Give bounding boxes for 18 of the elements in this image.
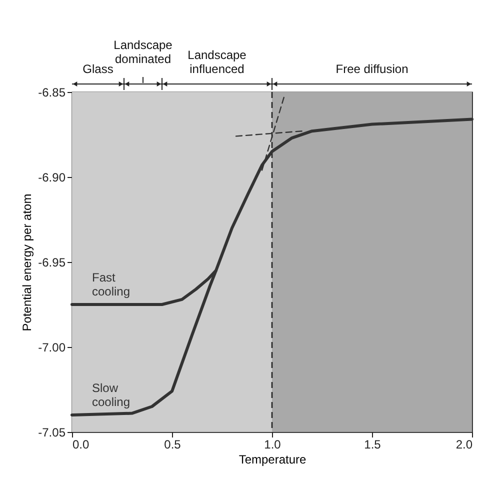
band-label: Landscape dominated [114,38,173,66]
y-tick-label: -6.95 [38,256,66,270]
series-label: Fast cooling [92,270,130,298]
band-label: Free diffusion [336,62,408,76]
band-label: Glass [82,62,114,76]
y-tick-label: -6.90 [38,170,66,184]
x-axis-title: Temperature [238,452,307,466]
x-tick-label: 2.0 [456,438,473,452]
band-label: Landscape influenced [188,48,247,76]
y-tick-label: -7.00 [38,340,66,354]
y-axis-title: Potential energy per atom [20,194,34,332]
x-tick-label: 0.0 [72,438,90,452]
y-tick-label: -7.05 [38,426,66,440]
series-label: Slow cooling [92,381,130,409]
x-tick-label: 1.0 [264,438,282,452]
y-tick-label: -6.85 [38,86,66,100]
x-tick-label: 1.5 [364,438,382,452]
x-tick-label: 0.5 [164,438,182,452]
